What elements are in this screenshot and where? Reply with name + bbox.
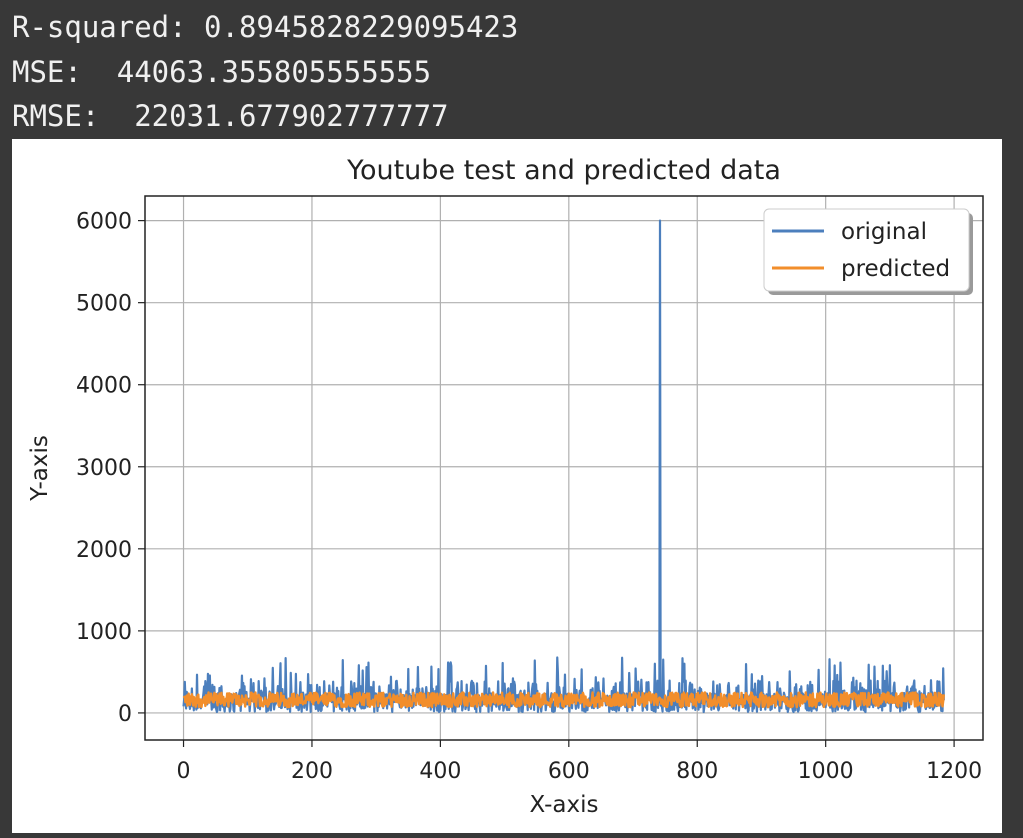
x-tick-label: 800 — [676, 759, 718, 784]
x-tick-label: 1000 — [798, 759, 854, 784]
axes-frame — [144, 195, 984, 741]
series-line-predicted — [182, 691, 946, 709]
legend-label-original: original — [841, 219, 927, 245]
rmse-output: RMSE: 22031.677902777777 — [12, 99, 449, 133]
chart-figure: 0 200 400 600 800 1000 1200 0 1000 2000 3000 4000 50… — [12, 139, 1002, 833]
y-tick-label: 1000 — [76, 620, 132, 645]
r-squared-output: R-squared: 0.8945828229095423 — [12, 10, 519, 44]
line-chart: 0 200 400 600 800 1000 1200 0 1000 2000 3000 4000 50… — [27, 155, 984, 818]
x-axis-label: X-axis — [530, 792, 599, 818]
y-tick-label: 0 — [118, 702, 132, 727]
y-tick-label: 3000 — [76, 456, 132, 481]
x-tick-label: 400 — [419, 759, 461, 784]
legend-label-predicted: predicted — [841, 256, 950, 282]
y-tick-label: 5000 — [76, 292, 132, 317]
x-tick-label: 600 — [548, 759, 590, 784]
x-tick-label: 0 — [177, 759, 191, 784]
x-tick-label: 200 — [291, 759, 333, 784]
chart-title: Youtube test and predicted data — [346, 155, 781, 186]
y-tick-label: 4000 — [76, 374, 132, 399]
y-axis-label: Y-axis — [27, 435, 53, 502]
y-tick-label: 2000 — [76, 538, 132, 563]
chart-legend: original predicted — [763, 208, 973, 295]
mse-output: MSE: 44063.355805555555 — [12, 55, 432, 89]
x-tick-label: 1200 — [926, 759, 982, 784]
y-tick-label: 6000 — [76, 210, 132, 235]
